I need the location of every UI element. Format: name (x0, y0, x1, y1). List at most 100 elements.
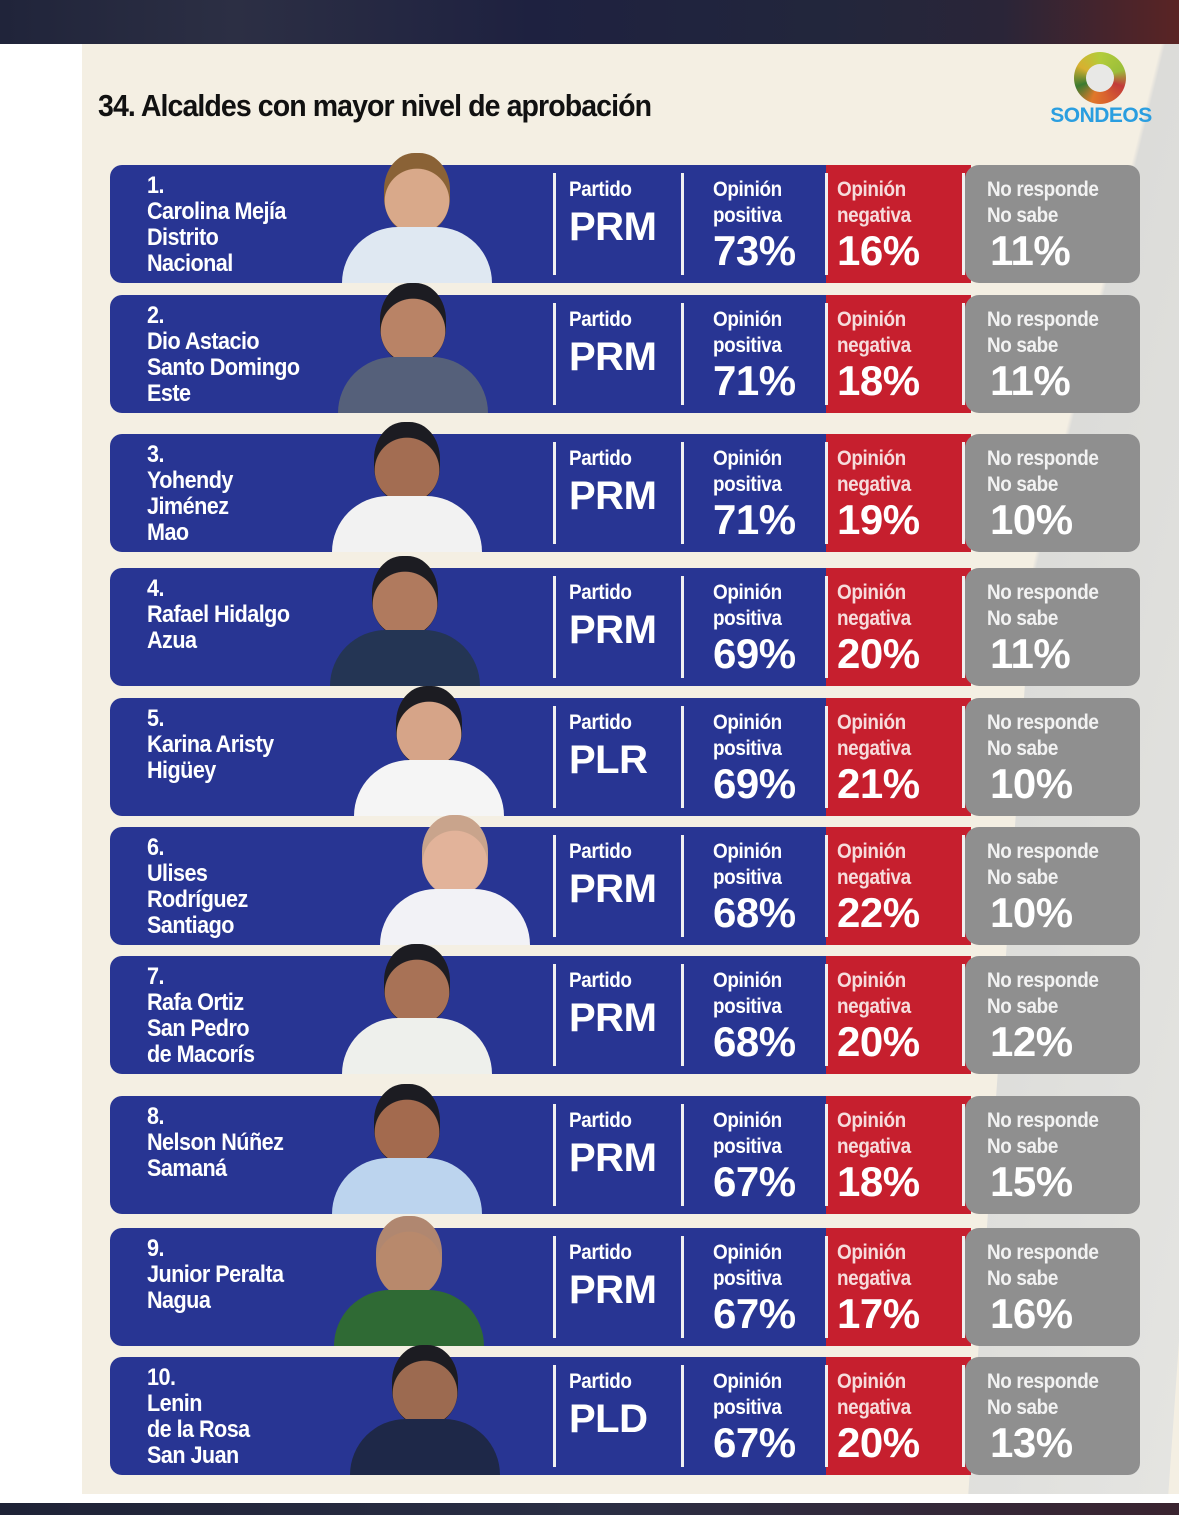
photo-head (380, 283, 446, 363)
page-title: 34. Alcaldes con mayor nivel de aprobaci… (98, 88, 652, 123)
no-response-label: No responde No sabe (987, 840, 1099, 889)
no-response-label: No responde No sabe (987, 308, 1099, 357)
mayor-photo (330, 556, 480, 686)
mayor-info: 2. Dio Astacio Santo Domingo Este (147, 303, 300, 407)
no-response-value: 11% (990, 630, 1071, 677)
mayor-rank: 2. (147, 302, 164, 329)
logo-text: SONDEOS (1050, 104, 1152, 127)
divider (825, 706, 828, 808)
row-red-section (826, 1357, 971, 1475)
positive-value: 69% (713, 630, 796, 677)
divider (825, 1365, 828, 1467)
party-label: Partido (569, 711, 632, 734)
divider (825, 173, 828, 275)
row-grey-section (965, 1228, 1140, 1346)
divider (681, 173, 684, 275)
mayor-photo (342, 153, 492, 283)
positive-label: Opinión positiva (713, 1109, 782, 1158)
mayor-line-2: Azua (147, 627, 197, 654)
photo-head (396, 686, 462, 766)
mayor-rank: 7. (147, 963, 164, 990)
photo-body (332, 1158, 482, 1214)
positive-value: 67% (713, 1419, 796, 1466)
row-grey-section (965, 434, 1140, 552)
mayor-line-1: Karina Aristy (147, 731, 274, 758)
mayor-rank: 4. (147, 575, 164, 602)
negative-value: 17% (837, 1290, 920, 1337)
divider (825, 442, 828, 544)
mayor-line-2: Nagua (147, 1287, 211, 1314)
positive-label: Opinión positiva (713, 178, 782, 227)
divider (681, 706, 684, 808)
positive-label: Opinión positiva (713, 969, 782, 1018)
mayor-line-3: de Macorís (147, 1041, 255, 1068)
mayor-photo (354, 686, 504, 816)
divider (553, 706, 556, 808)
negative-label: Opinión negativa (837, 1241, 911, 1290)
mayor-row-6: 6. Ulises Rodríguez Santiago Partido PRM… (110, 815, 1140, 945)
divider (962, 1236, 965, 1338)
divider (962, 964, 965, 1066)
divider (681, 576, 684, 678)
no-response-value: 10% (990, 496, 1073, 543)
row-grey-section (965, 827, 1140, 945)
row-red-section (826, 698, 971, 816)
divider (825, 835, 828, 937)
divider (681, 1236, 684, 1338)
negative-value: 20% (837, 630, 920, 677)
mayor-info: 9. Junior Peralta Nagua (147, 1236, 284, 1314)
mayor-line-1: Lenin (147, 1390, 202, 1417)
negative-value: 21% (837, 760, 920, 807)
no-response-label: No responde No sabe (987, 1109, 1099, 1158)
positive-label: Opinión positiva (713, 1241, 782, 1290)
positive-value: 68% (713, 1018, 796, 1065)
mayor-line-1: Dio Astacio (147, 328, 260, 355)
mayor-row-2: 2. Dio Astacio Santo Domingo Este Partid… (110, 283, 1140, 413)
party-label: Partido (569, 1241, 632, 1264)
row-grey-section (965, 568, 1140, 686)
photo-body (380, 889, 530, 945)
row-grey-section (965, 1357, 1140, 1475)
positive-label: Opinión positiva (713, 308, 782, 357)
mayor-row-10: 10. Lenin de la Rosa San Juan Partido PL… (110, 1345, 1140, 1475)
photo-head (384, 153, 450, 233)
positive-value: 67% (713, 1158, 796, 1205)
party-value: PRM (569, 1268, 657, 1312)
mayor-line-1: Rafa Ortiz (147, 989, 244, 1016)
negative-value: 22% (837, 889, 920, 936)
divider (681, 1104, 684, 1206)
party-label: Partido (569, 581, 632, 604)
mayor-info: 4. Rafael Hidalgo Azua (147, 575, 290, 654)
row-grey-section (965, 165, 1140, 283)
negative-label: Opinión negativa (837, 447, 911, 496)
mayor-line-3: Santiago (147, 912, 234, 939)
photo-body (330, 630, 480, 686)
mayor-info: 3. Yohendy Jiménez Mao (147, 442, 233, 546)
no-response-value: 11% (990, 357, 1071, 404)
negative-label: Opinión negativa (837, 1109, 911, 1158)
negative-value: 20% (837, 1018, 920, 1065)
photo-body (334, 1290, 484, 1346)
mayor-row-1: 1. Carolina Mejía Distrito Nacional Part… (110, 153, 1140, 283)
no-response-value: 13% (990, 1419, 1073, 1466)
party-value: PRM (569, 205, 657, 249)
positive-value: 69% (713, 760, 796, 807)
photo-body (342, 227, 492, 283)
divider (962, 1365, 965, 1467)
row-red-section (826, 165, 971, 283)
no-response-label: No responde No sabe (987, 447, 1099, 496)
divider (681, 964, 684, 1066)
divider (553, 576, 556, 678)
positive-label: Opinión positiva (713, 840, 782, 889)
row-grey-section (965, 1096, 1140, 1214)
mayor-info: 7. Rafa Ortiz San Pedro de Macorís (147, 963, 255, 1068)
party-label: Partido (569, 1370, 632, 1393)
mayor-rank: 8. (147, 1103, 164, 1130)
positive-label: Opinión positiva (713, 581, 782, 630)
logo-ring-icon (1074, 52, 1126, 104)
photo-head (392, 1345, 458, 1425)
party-label: Partido (569, 308, 632, 331)
divider (553, 303, 556, 405)
mayor-rank: 6. (147, 834, 164, 861)
photo-head (384, 944, 450, 1024)
